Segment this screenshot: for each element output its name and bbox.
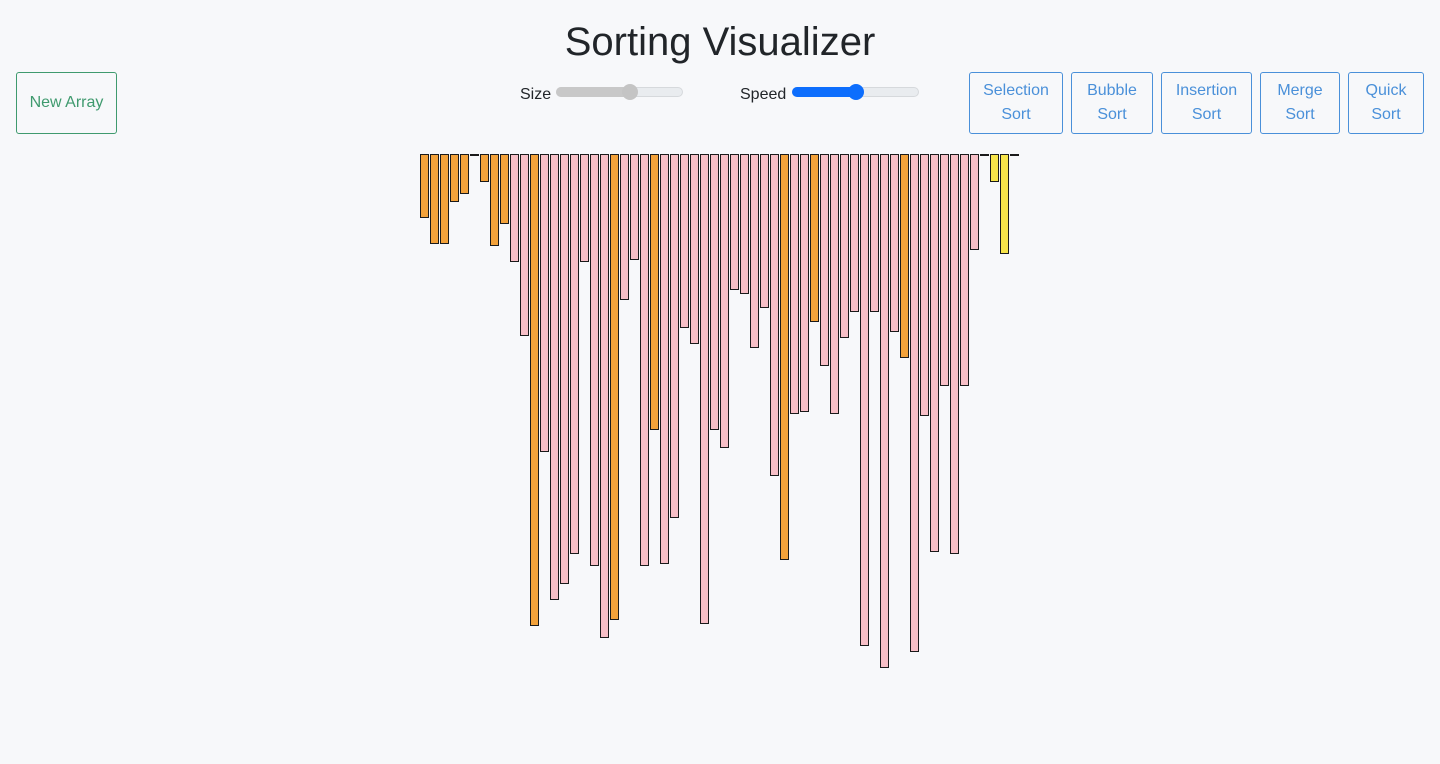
selection-sort-label-line2: Sort — [1001, 106, 1031, 123]
array-bar — [480, 154, 489, 182]
merge-sort-button[interactable]: Merge Sort — [1260, 72, 1340, 134]
speed-slider[interactable] — [792, 84, 919, 100]
new-array-label: New Array — [29, 94, 104, 111]
size-slider-fill — [556, 87, 631, 97]
array-bar — [770, 154, 779, 476]
array-bar — [430, 154, 439, 244]
array-bar — [740, 154, 749, 294]
merge-sort-label-line2: Sort — [1285, 106, 1315, 123]
array-bar — [490, 154, 499, 246]
merge-sort-label-line1: Merge — [1277, 82, 1323, 99]
array-bar — [570, 154, 579, 554]
array-bar — [720, 154, 729, 448]
array-bar — [640, 154, 649, 566]
array-bar — [1000, 154, 1009, 254]
array-bar — [910, 154, 919, 652]
array-bar — [450, 154, 459, 202]
array-bar — [1010, 154, 1019, 156]
page-title: Sorting Visualizer — [564, 20, 876, 64]
array-bar — [920, 154, 929, 416]
array-bar — [830, 154, 839, 414]
array-bar — [520, 154, 529, 336]
size-slider-thumb[interactable] — [621, 84, 638, 100]
selection-sort-label-line1: Selection — [983, 82, 1049, 99]
insertion-sort-label-line2: Sort — [1191, 106, 1222, 123]
quick-sort-button[interactable]: Quick Sort — [1348, 72, 1424, 134]
insertion-sort-label-line1: Insertion — [1175, 82, 1238, 99]
array-bar — [540, 154, 549, 452]
array-bar — [680, 154, 689, 328]
array-bar — [990, 154, 999, 182]
quick-sort-label-line2: Sort — [1371, 106, 1401, 123]
speed-slider-fill — [792, 87, 857, 97]
array-bar — [460, 154, 469, 194]
array-bar — [500, 154, 509, 224]
array-bar — [980, 154, 989, 156]
array-bar — [550, 154, 559, 600]
array-bar — [620, 154, 629, 300]
array-bar — [850, 154, 859, 312]
insertion-sort-button[interactable]: Insertion Sort — [1161, 72, 1252, 134]
array-bar — [900, 154, 909, 358]
array-bar — [860, 154, 869, 646]
array-bar — [530, 154, 539, 626]
array-bar — [560, 154, 569, 584]
array-bar — [950, 154, 959, 554]
array-bar — [440, 154, 449, 244]
quick-sort-label-line1: Quick — [1365, 82, 1407, 99]
array-bar — [880, 154, 889, 668]
array-bar — [730, 154, 739, 290]
array-bar — [670, 154, 679, 518]
speed-slider-thumb[interactable] — [847, 84, 864, 100]
array-bar — [930, 154, 939, 552]
array-bar — [760, 154, 769, 308]
size-slider[interactable] — [556, 84, 683, 100]
bubble-sort-label-line2: Sort — [1097, 106, 1127, 123]
array-bars-container — [420, 154, 1020, 668]
array-bar — [800, 154, 809, 412]
array-bar — [940, 154, 949, 386]
array-bar — [470, 154, 479, 156]
speed-label: Speed — [740, 86, 787, 103]
array-bar — [630, 154, 639, 260]
bubble-sort-label-line1: Bubble — [1087, 82, 1137, 99]
array-bar — [590, 154, 599, 566]
array-bar — [750, 154, 759, 348]
array-bar — [870, 154, 879, 312]
array-bar — [810, 154, 819, 322]
bubble-sort-button[interactable]: Bubble Sort — [1071, 72, 1153, 134]
array-bar — [970, 154, 979, 250]
array-bar — [510, 154, 519, 262]
selection-sort-button[interactable]: Selection Sort — [969, 72, 1063, 134]
array-bar — [580, 154, 589, 262]
array-bar — [960, 154, 969, 386]
array-bar — [700, 154, 709, 624]
array-bar — [820, 154, 829, 366]
size-label: Size — [520, 86, 552, 103]
array-bar — [780, 154, 789, 560]
array-bar — [420, 154, 429, 218]
array-bar — [600, 154, 609, 638]
array-bar — [660, 154, 669, 564]
array-bar — [610, 154, 619, 620]
array-bar — [650, 154, 659, 430]
array-bar — [840, 154, 849, 338]
array-bar — [690, 154, 699, 344]
array-bar — [790, 154, 799, 414]
array-bar — [710, 154, 719, 430]
new-array-button[interactable]: New Array — [16, 72, 117, 134]
array-bar — [890, 154, 899, 332]
